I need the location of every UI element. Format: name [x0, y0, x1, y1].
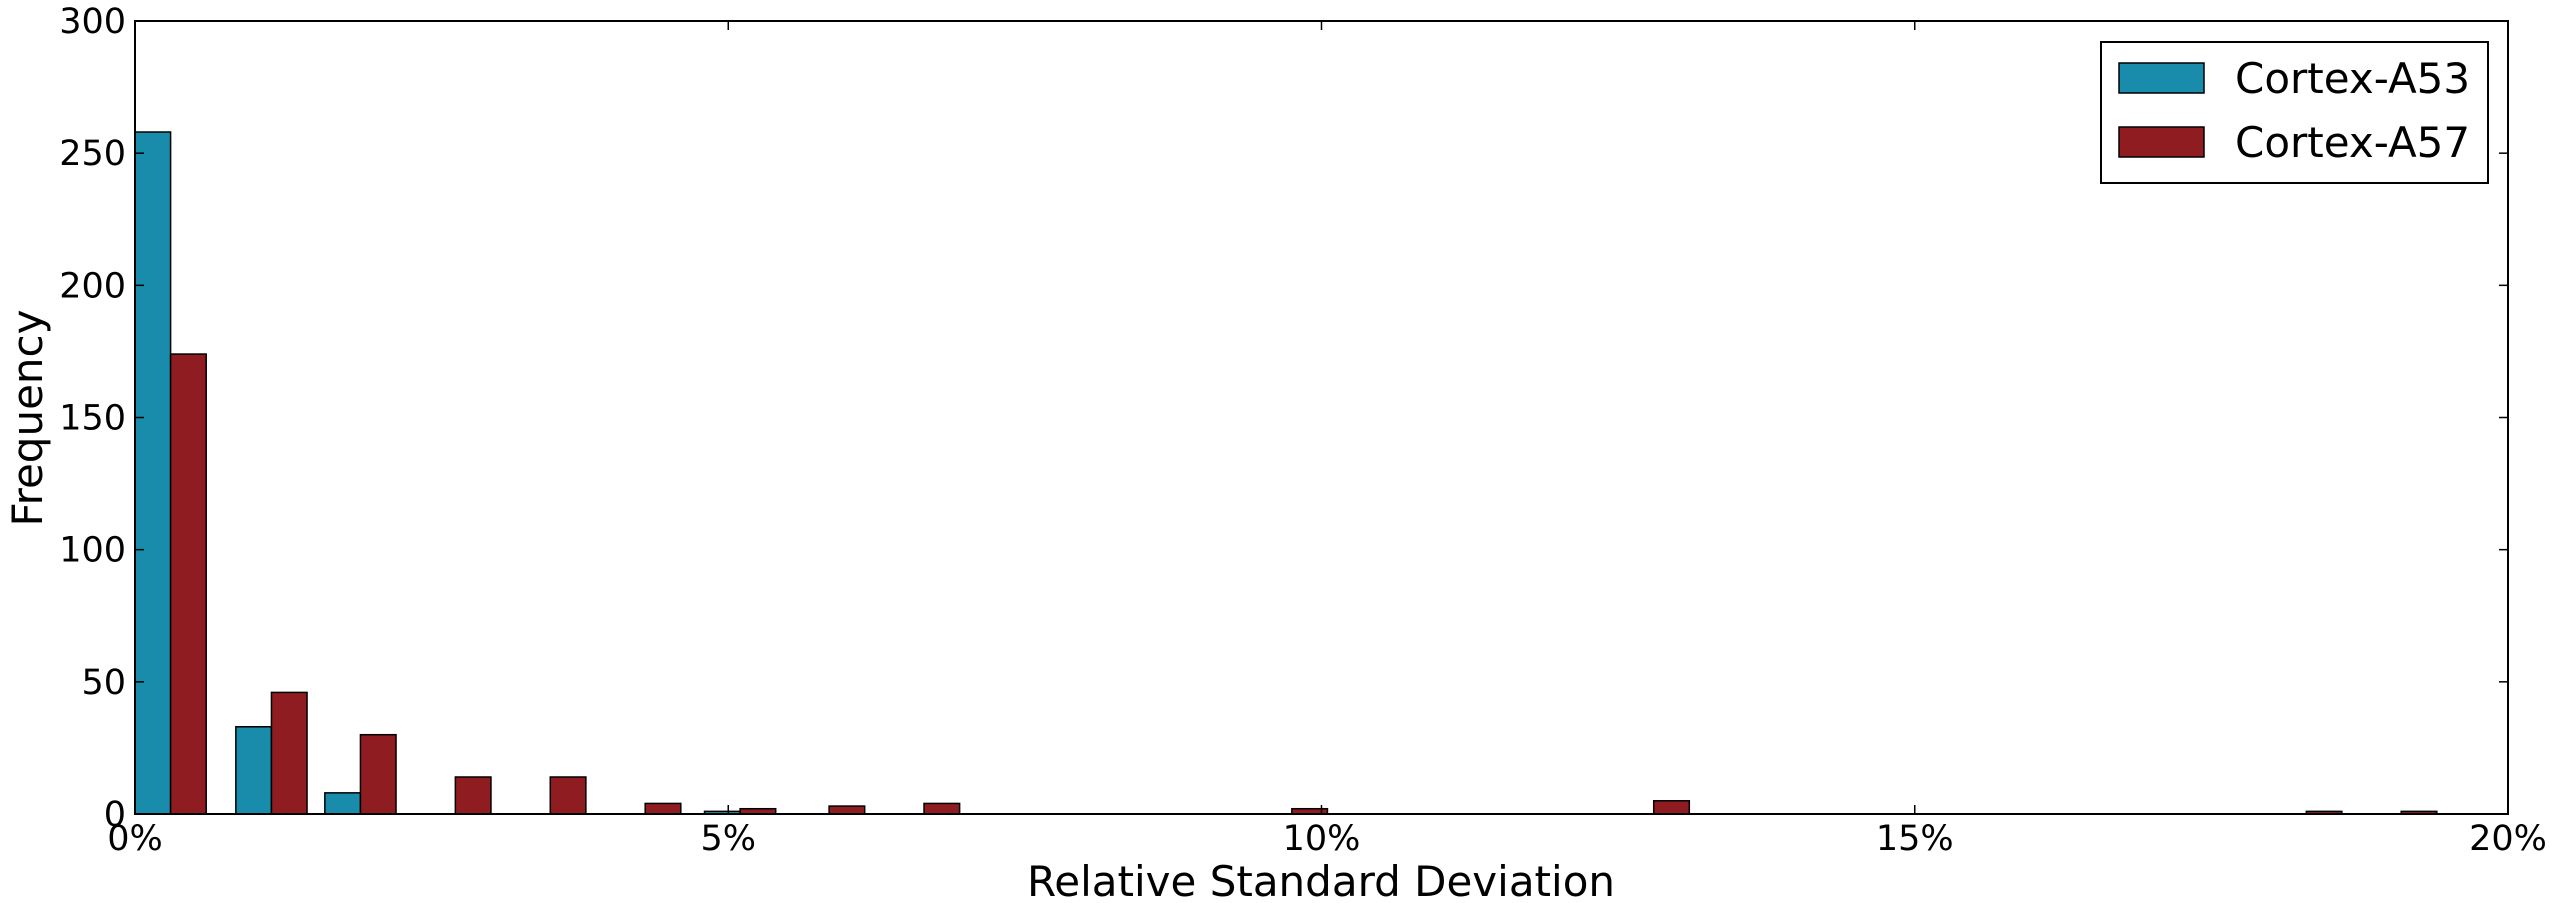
bar-cortex-a57-7: [828, 805, 866, 815]
y-tick-label: 100: [59, 531, 126, 571]
legend-label-cortex-a57: Cortex-A57: [2235, 118, 2470, 167]
x-tick-label: 10%: [1283, 819, 1361, 859]
x-tick-label: 15%: [1876, 819, 1954, 859]
y-tick-label: 200: [59, 266, 126, 306]
legend-swatch-cortex-a53: [2118, 62, 2205, 94]
y-tick-label: 0: [104, 795, 126, 835]
y-tick-label: 150: [59, 399, 126, 439]
y-tick-label: 50: [81, 663, 126, 703]
bar-cortex-a57-4: [549, 776, 587, 815]
bar-cortex-a57-8: [923, 802, 961, 815]
y-tick-label: 250: [59, 134, 126, 174]
bar-cortex-a53-1: [235, 726, 273, 815]
y-axis-label: Frequency: [3, 310, 52, 527]
bar-cortex-a57-2: [359, 733, 397, 815]
x-axis-label: Relative Standard Deviation: [1027, 857, 1615, 903]
bar-cortex-a57-0: [169, 353, 207, 815]
y-tick-label: 300: [59, 2, 126, 42]
bar-cortex-a57-10: [1652, 800, 1691, 815]
x-tick-label: 20%: [2469, 819, 2547, 859]
bar-cortex-a53-2: [324, 792, 362, 815]
bar-cortex-a53-0: [134, 131, 172, 815]
bars-layer: [134, 131, 2438, 815]
bar-cortex-a57-5: [644, 802, 682, 815]
legend-label-cortex-a53: Cortex-A53: [2235, 54, 2470, 103]
x-tick-label: 0%: [107, 819, 163, 859]
plot-frame: [134, 20, 2509, 815]
x-tick-label: 5%: [700, 819, 756, 859]
bar-cortex-a57-1: [270, 691, 308, 815]
tick-labels-layer: 0% 5% 10% 15% 20% 0 50 100 150 200 250 300: [59, 2, 2547, 859]
legend: Cortex-A53 Cortex-A57: [2100, 41, 2489, 184]
legend-swatch-cortex-a57: [2118, 126, 2205, 158]
bar-cortex-a57-3: [454, 776, 492, 815]
